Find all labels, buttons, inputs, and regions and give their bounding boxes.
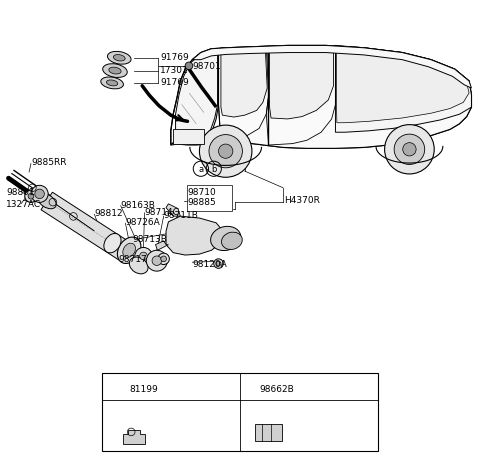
- Text: 98885: 98885: [188, 198, 216, 207]
- Circle shape: [199, 126, 252, 178]
- Circle shape: [209, 135, 242, 169]
- Circle shape: [394, 135, 425, 165]
- Polygon shape: [41, 193, 132, 262]
- Text: 98717: 98717: [118, 255, 147, 264]
- Circle shape: [146, 251, 168, 272]
- Circle shape: [28, 194, 34, 199]
- Circle shape: [403, 143, 416, 157]
- Circle shape: [185, 63, 193, 70]
- Text: b: b: [244, 384, 250, 393]
- Text: 98711B: 98711B: [164, 211, 199, 220]
- Text: 98701: 98701: [192, 62, 221, 71]
- Ellipse shape: [104, 234, 121, 253]
- Text: 81199: 81199: [129, 384, 158, 393]
- Text: 98726A: 98726A: [125, 218, 160, 227]
- Bar: [187, 186, 232, 212]
- Circle shape: [158, 254, 169, 265]
- Polygon shape: [192, 46, 471, 89]
- Polygon shape: [176, 52, 217, 143]
- Circle shape: [25, 191, 37, 203]
- Text: a: a: [115, 384, 120, 393]
- Text: 98120A: 98120A: [192, 259, 227, 268]
- Text: 98714C: 98714C: [144, 208, 180, 217]
- Circle shape: [218, 145, 233, 159]
- Polygon shape: [270, 48, 334, 119]
- Polygon shape: [166, 204, 180, 217]
- Bar: [173, 130, 204, 144]
- Text: 17301: 17301: [160, 66, 189, 75]
- Circle shape: [161, 257, 167, 262]
- Bar: [255, 425, 282, 441]
- Ellipse shape: [118, 238, 141, 264]
- Circle shape: [135, 248, 152, 265]
- Circle shape: [31, 186, 48, 203]
- Text: 98710: 98710: [188, 187, 216, 196]
- Polygon shape: [336, 46, 471, 133]
- Ellipse shape: [108, 52, 131, 65]
- Text: H4370R: H4370R: [284, 196, 320, 205]
- Text: 9885RR: 9885RR: [31, 158, 66, 167]
- Text: 1327AC: 1327AC: [6, 199, 41, 208]
- Polygon shape: [156, 241, 168, 251]
- Circle shape: [35, 190, 44, 199]
- Circle shape: [384, 125, 434, 175]
- Circle shape: [216, 262, 221, 267]
- Circle shape: [140, 253, 147, 260]
- Text: 98801: 98801: [6, 188, 35, 197]
- Text: b: b: [211, 165, 216, 174]
- Ellipse shape: [211, 227, 241, 251]
- Ellipse shape: [129, 258, 148, 274]
- Ellipse shape: [101, 78, 123, 89]
- Ellipse shape: [221, 233, 242, 250]
- Circle shape: [214, 259, 223, 269]
- Polygon shape: [221, 49, 267, 118]
- Polygon shape: [218, 46, 471, 149]
- Circle shape: [152, 257, 162, 266]
- Text: a: a: [198, 165, 204, 174]
- Ellipse shape: [113, 55, 125, 62]
- Text: 91769: 91769: [160, 78, 189, 87]
- Polygon shape: [166, 217, 223, 256]
- Ellipse shape: [103, 65, 127, 78]
- Text: 98713B: 98713B: [132, 235, 168, 243]
- Ellipse shape: [37, 194, 56, 209]
- Ellipse shape: [109, 68, 121, 75]
- Ellipse shape: [123, 244, 135, 258]
- Text: 98662B: 98662B: [259, 384, 294, 393]
- Text: 91769: 91769: [160, 53, 189, 62]
- Text: 98163B: 98163B: [120, 200, 156, 209]
- Ellipse shape: [107, 81, 118, 87]
- Polygon shape: [336, 49, 469, 123]
- Text: 98812: 98812: [95, 209, 123, 218]
- Polygon shape: [123, 430, 144, 444]
- Bar: [102, 373, 378, 451]
